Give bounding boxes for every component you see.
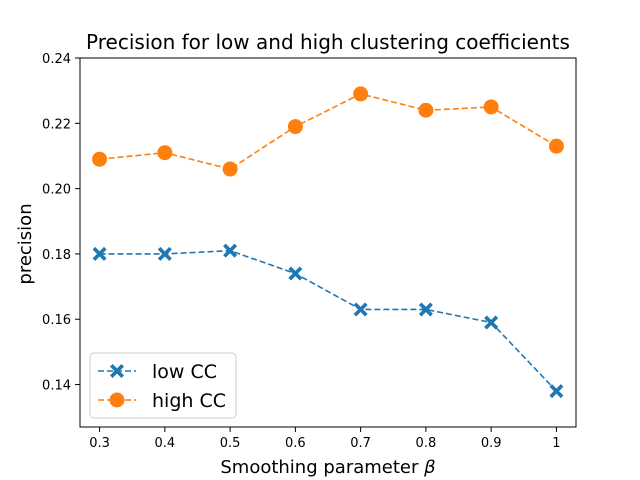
y-tick-label: 0.20: [42, 183, 71, 198]
legend-marker: [110, 364, 124, 378]
data-point: [287, 119, 303, 135]
plot-area: 0.3 0.4 0.5 0.6 0.7 0.8 0.9 1 0.140.160.180.200…: [42, 52, 577, 451]
series-line: [99, 249, 558, 392]
plot-frame: [79, 57, 577, 428]
legend-entry: high CC: [98, 390, 226, 412]
y-axis-title: precision: [15, 203, 36, 284]
y-tick-label: 0.18: [42, 248, 71, 263]
x-tick-label: 0.7: [350, 436, 371, 451]
data-point: [418, 302, 433, 317]
x-tick-label: 0.5: [220, 436, 241, 451]
data-point: [157, 145, 173, 161]
x-tick-label: 0.3: [89, 436, 110, 451]
legend: low CC high CC: [89, 352, 237, 419]
x-tick-label: 0.6: [285, 436, 306, 451]
x-axis-symbol: β: [423, 457, 436, 478]
legend-label: low CC: [152, 361, 217, 383]
y-axis-ticks: 0.14 0.16 0.18 0.20 0.22 0.24: [42, 52, 80, 394]
data-point: [418, 102, 434, 118]
legend-marker: [109, 392, 125, 408]
y-tick-label: 0.14: [42, 379, 71, 394]
data-point: [223, 243, 238, 258]
y-tick-label: 0.22: [42, 117, 71, 132]
x-tick-label: 0.9: [481, 436, 502, 451]
data-point: [353, 302, 368, 317]
data-point: [92, 246, 107, 261]
data-point: [548, 138, 564, 154]
x-axis-title: Smoothing parameter β: [220, 457, 435, 478]
series-low-cc: [92, 243, 564, 399]
legend-entry: low CC: [98, 361, 217, 383]
x-tick-label: 0.8: [416, 436, 437, 451]
series-layer: [92, 86, 564, 399]
y-tick-label: 0.16: [42, 313, 71, 328]
data-point: [288, 266, 303, 281]
data-point: [484, 315, 499, 330]
chart-title: Precision for low and high clustering co…: [86, 30, 570, 54]
series-line: [99, 93, 557, 170]
x-axis-ticks: 0.3 0.4 0.5 0.6 0.7 0.8 0.9 1: [89, 427, 561, 451]
data-point: [483, 99, 499, 115]
legend-entries: low CC high CC: [98, 361, 226, 412]
y-tick-label: 0.24: [42, 52, 71, 67]
data-point: [549, 384, 564, 399]
x-axis-label-text: Smoothing parameter: [220, 457, 419, 478]
legend-label: high CC: [152, 390, 226, 412]
data-point: [92, 151, 108, 167]
x-tick-label: 0.4: [154, 436, 175, 451]
data-point: [157, 246, 172, 261]
x-tick-label: 1: [552, 436, 560, 451]
legend-box: [89, 352, 237, 419]
data-point: [353, 86, 369, 102]
data-point: [222, 161, 238, 177]
series-high-cc: [92, 86, 564, 177]
